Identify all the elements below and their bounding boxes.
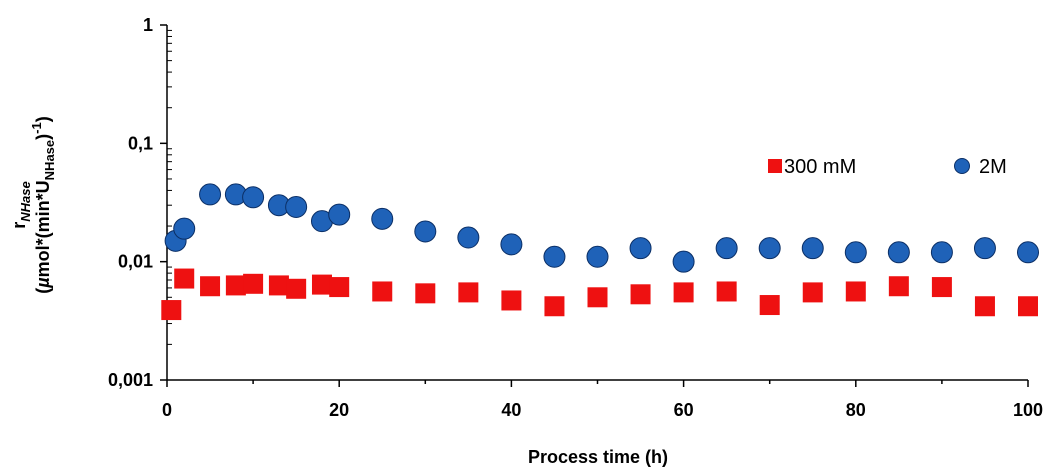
data-point-circle xyxy=(801,237,824,260)
data-point-circle xyxy=(1017,241,1039,264)
data-point-circle xyxy=(414,220,437,243)
data-point-square xyxy=(759,295,780,316)
y-axis-title-main: r xyxy=(9,222,29,229)
data-point-circle xyxy=(457,226,480,249)
series-layer xyxy=(161,183,1039,321)
series-square xyxy=(161,268,1038,321)
legend-marker-circle xyxy=(954,158,970,174)
data-point-circle xyxy=(629,237,652,260)
y-axis-title-sub: NHase xyxy=(18,181,33,221)
data-point-square xyxy=(243,273,264,294)
data-point-square xyxy=(372,281,393,302)
x-tick-label: 40 xyxy=(501,400,521,420)
data-point-square xyxy=(329,277,350,298)
y-axis-title-open: ( xyxy=(33,288,53,294)
data-point-square xyxy=(974,296,995,317)
y-tick-label: 0,1 xyxy=(128,133,153,153)
data-point-circle xyxy=(285,195,308,218)
y-axis-title-mu: µ xyxy=(33,277,53,289)
svg-text:rNHase: rNHase xyxy=(9,181,33,228)
x-tick-label: 60 xyxy=(674,400,694,420)
y-axis-title: rNHase (µmol*(min*UNHase)-1) xyxy=(9,116,57,293)
x-tick-label: 80 xyxy=(846,400,866,420)
y-tick-label: 0,01 xyxy=(118,252,153,272)
data-point-square xyxy=(845,281,866,302)
axes: 0,001 0,01 0,1 1 0 20 40 60 80 100 xyxy=(108,15,1043,420)
data-point-square xyxy=(458,282,479,303)
y-axis-title-close: ) xyxy=(33,134,53,140)
data-point-square xyxy=(802,282,823,303)
data-point-circle xyxy=(328,203,351,226)
data-point-square xyxy=(888,276,909,297)
data-point-circle xyxy=(844,241,867,264)
data-point-square xyxy=(268,275,289,296)
data-point-square xyxy=(225,275,246,296)
data-point-circle xyxy=(672,250,695,273)
data-point-circle xyxy=(242,186,265,209)
x-tick-label: 100 xyxy=(1013,400,1043,420)
x-tick-label: 20 xyxy=(329,400,349,420)
data-point-square xyxy=(544,296,565,317)
data-point-circle xyxy=(715,237,738,260)
data-point-circle xyxy=(173,217,196,240)
data-point-square xyxy=(1018,296,1038,317)
data-point-square xyxy=(673,282,694,303)
data-point-circle xyxy=(500,233,523,256)
legend: 300 mM 2M xyxy=(768,156,1007,178)
data-point-square xyxy=(311,274,332,295)
legend-label: 2M xyxy=(979,156,1007,178)
x-axis-title: Process time (h) xyxy=(528,447,668,467)
y-axis-title-sub2: NHase xyxy=(42,140,57,180)
data-point-square xyxy=(931,277,952,298)
data-point-square xyxy=(587,287,608,308)
x-tick-label: 0 xyxy=(162,400,172,420)
data-point-circle xyxy=(973,237,996,260)
data-point-circle xyxy=(930,241,953,264)
data-point-circle xyxy=(543,245,566,268)
y-tick-label: 1 xyxy=(143,15,153,35)
data-point-square xyxy=(415,283,436,304)
data-point-circle xyxy=(371,207,394,230)
data-point-square xyxy=(716,281,737,302)
y-axis-title-mid: mol*(min*U xyxy=(33,180,53,277)
series-circle xyxy=(164,183,1039,273)
svg-text:(µmol*(min*UNHase)-1): (µmol*(min*UNHase)-1) xyxy=(29,116,57,293)
data-point-square xyxy=(286,278,307,299)
legend-marker-square xyxy=(768,159,782,173)
legend-label: 300 mM xyxy=(784,156,856,178)
data-point-square xyxy=(630,284,651,305)
data-point-circle xyxy=(586,245,609,268)
data-point-square xyxy=(501,290,522,311)
y-axis-title-sup: -1 xyxy=(29,122,44,134)
data-point-square xyxy=(174,268,195,289)
data-point-square xyxy=(200,276,221,297)
data-point-circle xyxy=(887,241,910,264)
data-point-square xyxy=(161,300,182,321)
data-point-circle xyxy=(758,237,781,260)
y-tick-label: 0,001 xyxy=(108,370,153,390)
data-point-circle xyxy=(199,183,222,206)
y-axis-title-end: ) xyxy=(33,116,53,122)
